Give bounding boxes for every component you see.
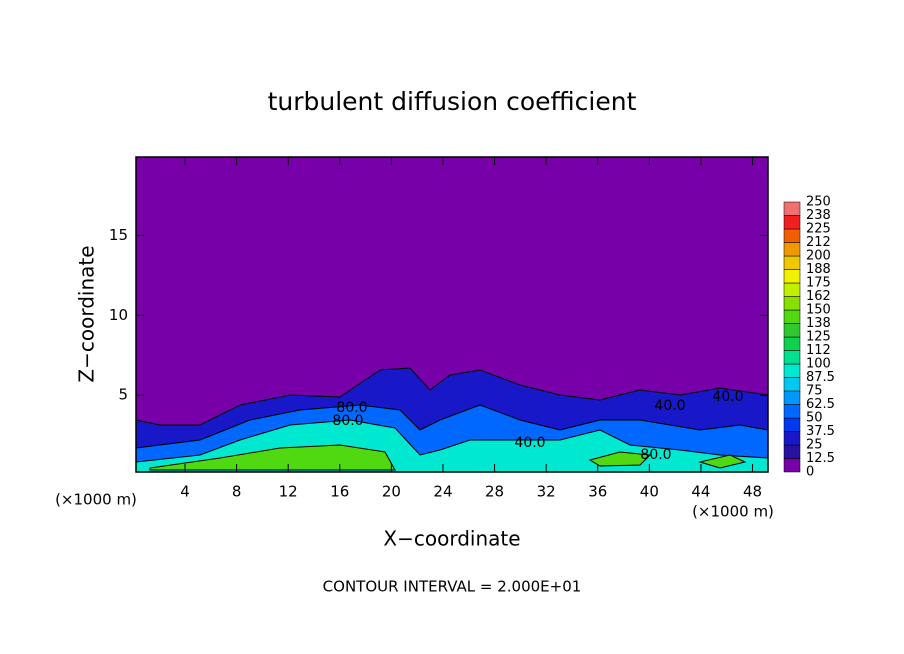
colorbar-swatch	[783, 228, 801, 243]
y-tick-label: 10	[109, 306, 128, 324]
x-unit: (×1000 m)	[692, 503, 774, 521]
contour-label: 80.0	[640, 447, 671, 463]
colorbar-swatch	[783, 458, 801, 473]
colorbar-swatch	[783, 323, 801, 338]
x-tick-label: 28	[485, 483, 504, 501]
field-region	[588, 451, 652, 467]
colorbar-label: 50	[806, 411, 823, 426]
contour-label: 80.0	[336, 400, 367, 416]
colorbar-swatch	[783, 309, 801, 324]
colorbar-swatch	[783, 255, 801, 270]
footer: CONTOUR INTERVAL = 2.000E+01	[323, 578, 582, 596]
colorbar-swatch	[783, 201, 801, 216]
contour-label: 40.0	[514, 435, 545, 451]
colorbar-label: 225	[806, 222, 831, 237]
colorbar-swatch	[783, 242, 801, 257]
colorbar-swatch	[783, 282, 801, 297]
colorbar-swatch	[783, 417, 801, 432]
colorbar-swatch	[783, 390, 801, 405]
x-tick-label: 16	[330, 483, 349, 501]
x-tick-label: 8	[232, 483, 242, 501]
colorbar-swatch	[783, 350, 801, 365]
colorbar-swatch	[783, 336, 801, 351]
contour-label: 40.0	[654, 398, 685, 414]
colorbar-label: 212	[806, 235, 831, 250]
x-tick-label: 4	[180, 483, 190, 501]
colorbar-swatch	[783, 444, 801, 459]
colorbar-swatch	[783, 431, 801, 446]
x-axis-label: X−coordinate	[383, 527, 520, 551]
colorbar-label: 112	[806, 343, 831, 358]
colorbar-label: 200	[806, 249, 831, 264]
x-tick-label: 40	[640, 483, 659, 501]
colorbar-swatch	[783, 215, 801, 230]
colorbar-label: 162	[806, 289, 831, 304]
x-tick-label: 48	[743, 483, 762, 501]
x-tick-label: 24	[433, 483, 452, 501]
colorbar-label: 125	[806, 330, 831, 345]
colorbar-label: 87.5	[806, 370, 835, 385]
y-tick-label: 15	[109, 226, 128, 244]
colorbar-label: 0	[806, 465, 814, 480]
colorbar-label: 37.5	[806, 424, 835, 439]
colorbar-swatch	[783, 404, 801, 419]
colorbar-label: 250	[806, 195, 831, 210]
colorbar-swatch	[783, 269, 801, 284]
colorbar-swatch	[783, 363, 801, 378]
field	[135, 157, 769, 473]
x-tick-label: 44	[691, 483, 710, 501]
y-unit: (×1000 m)	[55, 491, 137, 509]
x-tick-label: 36	[588, 483, 607, 501]
x-tick-label: 20	[382, 483, 401, 501]
colorbar-swatch	[783, 377, 801, 392]
colorbar-swatch	[783, 296, 801, 311]
y-tick-label: 5	[118, 386, 128, 404]
field-region	[149, 444, 396, 471]
colorbar-label: 100	[806, 357, 831, 372]
field-region	[698, 454, 747, 469]
contour-label: 40.0	[712, 389, 743, 405]
colorbar-label: 25	[806, 438, 823, 453]
chart-title: turbulent diffusion coefficient	[268, 87, 637, 116]
y-axis-label: Z−coordinate	[75, 245, 99, 382]
colorbar-label: 238	[806, 208, 831, 223]
colorbar-label: 188	[806, 262, 831, 277]
colorbar-label: 150	[806, 303, 831, 318]
colorbar-label: 62.5	[806, 397, 835, 412]
colorbar-label: 175	[806, 276, 831, 291]
colorbar-label: 75	[806, 384, 823, 399]
contour-label: 80.0	[332, 413, 363, 429]
colorbar-label: 138	[806, 316, 831, 331]
colorbar-label: 12.5	[806, 451, 835, 466]
x-tick-label: 12	[279, 483, 298, 501]
x-tick-label: 32	[537, 483, 556, 501]
plot-frame	[135, 156, 769, 473]
